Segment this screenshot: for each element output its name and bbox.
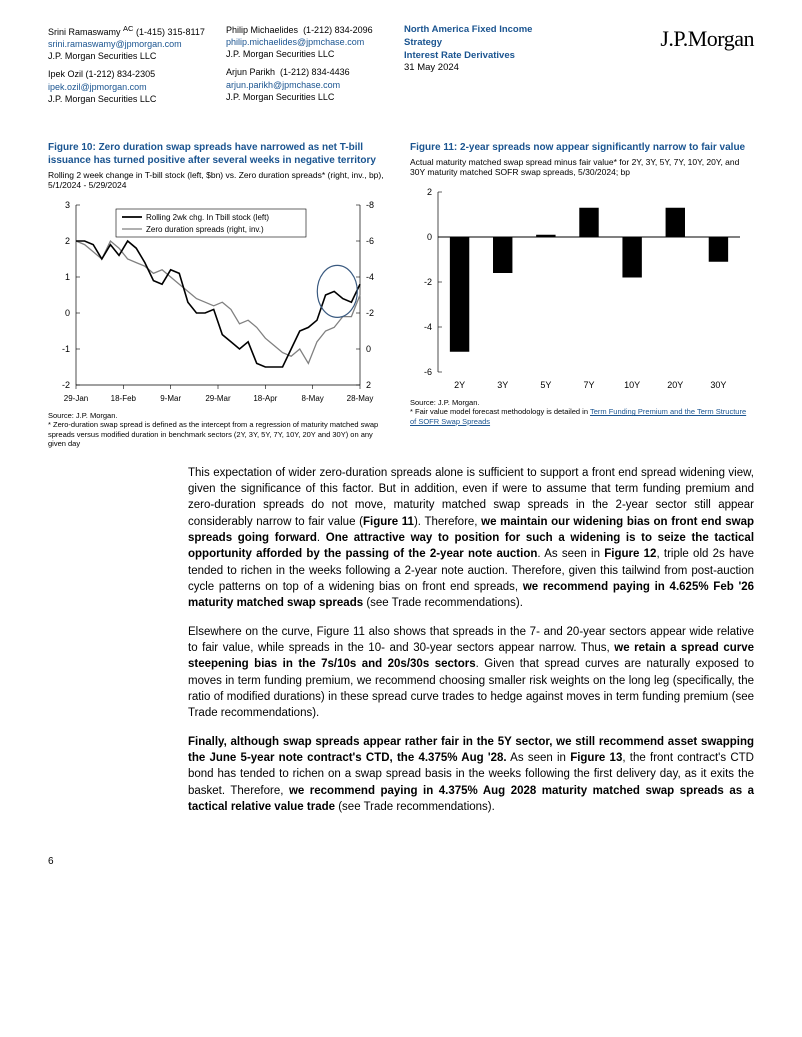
svg-text:29-Mar: 29-Mar <box>205 394 231 403</box>
svg-text:10Y: 10Y <box>624 380 640 390</box>
figure-10-chart: -2 -1 0 1 2 3 -8 -6 -4 -2 0 2 29-Jan 18-Feb 9-Mar 29-Ma… <box>48 197 388 407</box>
figure-ref: Figure 13 <box>570 752 622 764</box>
source-text: Source: J.P. Morgan. <box>48 411 117 420</box>
svg-text:2: 2 <box>366 380 371 390</box>
svg-text:-4: -4 <box>424 322 432 332</box>
figure-ref: Figure 12 <box>604 548 656 560</box>
svg-text:9-Mar: 9-Mar <box>160 394 181 403</box>
text: . As seen in <box>537 548 604 560</box>
svg-text:Zero duration spreads (right,: Zero duration spreads (right, inv.) <box>146 225 264 234</box>
author-email[interactable]: arjun.parikh@jpmchase.com <box>226 80 340 90</box>
author-firm: J.P. Morgan Securities LLC <box>48 94 156 104</box>
svg-text:-2: -2 <box>366 308 374 318</box>
figure-subtitle: Actual maturity matched swap spread minu… <box>410 157 754 178</box>
svg-text:18-Apr: 18-Apr <box>253 394 277 403</box>
svg-text:-8: -8 <box>366 200 374 210</box>
svg-text:0: 0 <box>366 344 371 354</box>
figure-footnote-pre: * Fair value model forecast methodology … <box>410 407 590 416</box>
text: (see Trade recommendations). <box>363 597 523 609</box>
author-entry: Philip Michaelides (1-212) 834-2096 phil… <box>226 24 386 60</box>
svg-text:-2: -2 <box>424 277 432 287</box>
author-entry: Srini Ramaswamy AC (1-415) 315-8117 srin… <box>48 24 208 62</box>
authors-col-2: Philip Michaelides (1-212) 834-2096 phil… <box>226 24 386 111</box>
text: (see Trade recommendations). <box>335 801 495 813</box>
svg-text:Rolling 2wk chg. In Tbill stoc: Rolling 2wk chg. In Tbill stock (left) <box>146 213 269 222</box>
svg-text:-2: -2 <box>62 380 70 390</box>
svg-text:5Y: 5Y <box>540 380 551 390</box>
body-text: This expectation of wider zero-duration … <box>188 465 754 816</box>
author-firm: J.P. Morgan Securities LLC <box>226 92 334 102</box>
svg-text:18-Feb: 18-Feb <box>111 394 137 403</box>
author-firm: J.P. Morgan Securities LLC <box>226 49 334 59</box>
author-entry: Ipek Ozil (1-212) 834-2305 ipek.ozil@jpm… <box>48 68 208 104</box>
strategy-block: North America Fixed Income Strategy Inte… <box>404 24 532 111</box>
paragraph-3: Finally, although swap spreads appear ra… <box>188 734 754 816</box>
author-name: Srini Ramaswamy <box>48 27 121 37</box>
figure-ref: Figure 11 <box>363 516 414 528</box>
svg-text:-6: -6 <box>424 367 432 377</box>
figure-title: Figure 11: 2-year spreads now appear sig… <box>410 141 754 154</box>
svg-text:-1: -1 <box>62 344 70 354</box>
figure-subtitle: Rolling 2 week change in T-bill stock (l… <box>48 170 392 191</box>
figure-source: Source: J.P. Morgan. * Fair value model … <box>410 398 754 426</box>
author-name: Philip Michaelides <box>226 25 298 35</box>
svg-text:2Y: 2Y <box>454 380 465 390</box>
author-phone: (1-212) 834-2096 <box>303 25 373 35</box>
strategy-line: North America Fixed Income <box>404 24 532 37</box>
authors-col-1: Srini Ramaswamy AC (1-415) 315-8117 srin… <box>48 24 208 111</box>
page-header: Srini Ramaswamy AC (1-415) 315-8117 srin… <box>48 24 754 111</box>
strategy-line: Strategy <box>404 37 532 50</box>
figures-row: Figure 10: Zero duration swap spreads ha… <box>48 141 754 449</box>
svg-text:20Y: 20Y <box>667 380 683 390</box>
strategy-line: Interest Rate Derivatives <box>404 50 532 63</box>
svg-text:28-May: 28-May <box>347 394 374 403</box>
figure-11: Figure 11: 2-year spreads now appear sig… <box>410 141 754 449</box>
source-text: Source: J.P. Morgan. <box>410 398 479 407</box>
author-entry: Arjun Parikh (1-212) 834-4436 arjun.pari… <box>226 66 386 102</box>
svg-text:3: 3 <box>65 200 70 210</box>
svg-text:7Y: 7Y <box>583 380 594 390</box>
svg-text:0: 0 <box>427 232 432 242</box>
author-email[interactable]: ipek.ozil@jpmorgan.com <box>48 82 147 92</box>
paragraph-1: This expectation of wider zero-duration … <box>188 465 754 612</box>
report-date: 31 May 2024 <box>404 62 532 75</box>
text: . <box>317 532 326 544</box>
svg-text:-4: -4 <box>366 272 374 282</box>
svg-text:1: 1 <box>65 272 70 282</box>
paragraph-2: Elsewhere on the curve, Figure 11 also s… <box>188 624 754 722</box>
svg-text:0: 0 <box>65 308 70 318</box>
jpmorgan-logo: J.P.Morgan <box>660 24 754 111</box>
author-name: Ipek Ozil <box>48 69 83 79</box>
author-phone: (1-415) 315-8117 <box>136 27 205 37</box>
authors-block: Srini Ramaswamy AC (1-415) 315-8117 srin… <box>48 24 532 111</box>
figure-title: Figure 10: Zero duration swap spreads ha… <box>48 141 392 167</box>
page-number: 6 <box>48 855 754 869</box>
text: ). Therefore, <box>414 516 481 528</box>
svg-text:30Y: 30Y <box>710 380 726 390</box>
text: As seen in <box>507 752 571 764</box>
svg-text:3Y: 3Y <box>497 380 508 390</box>
author-sup: AC <box>123 24 133 33</box>
svg-text:-6: -6 <box>366 236 374 246</box>
author-email[interactable]: srini.ramaswamy@jpmorgan.com <box>48 39 182 49</box>
author-firm: J.P. Morgan Securities LLC <box>48 51 156 61</box>
author-phone: (1-212) 834-2305 <box>86 69 156 79</box>
svg-text:2: 2 <box>427 187 432 197</box>
svg-text:8-May: 8-May <box>302 394 324 403</box>
author-email[interactable]: philip.michaelides@jpmchase.com <box>226 37 364 47</box>
figure-source: Source: J.P. Morgan. * Zero-duration swa… <box>48 411 392 449</box>
figure-11-chart: -6 -4 -2 0 2 2Y 3Y 5Y 7Y 10Y 20Y 30Y <box>410 184 750 394</box>
author-phone: (1-212) 834-4436 <box>280 67 350 77</box>
svg-text:29-Jan: 29-Jan <box>64 394 88 403</box>
figure-10: Figure 10: Zero duration swap spreads ha… <box>48 141 392 449</box>
author-name: Arjun Parikh <box>226 67 275 77</box>
figure-footnote: * Zero-duration swap spread is defined a… <box>48 420 378 448</box>
svg-text:2: 2 <box>65 236 70 246</box>
